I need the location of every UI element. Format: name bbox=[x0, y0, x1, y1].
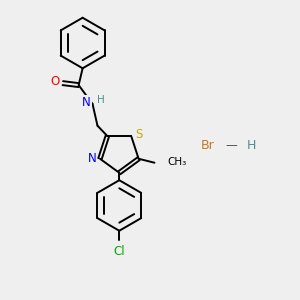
Text: N: N bbox=[82, 96, 91, 110]
Text: —: — bbox=[225, 139, 237, 152]
Text: N: N bbox=[88, 152, 96, 165]
Text: CH₃: CH₃ bbox=[167, 157, 187, 167]
Text: S: S bbox=[136, 128, 143, 141]
Text: H: H bbox=[97, 95, 104, 105]
Text: Cl: Cl bbox=[113, 245, 125, 258]
Text: H: H bbox=[246, 139, 256, 152]
Text: O: O bbox=[50, 75, 59, 88]
Text: Br: Br bbox=[201, 139, 214, 152]
